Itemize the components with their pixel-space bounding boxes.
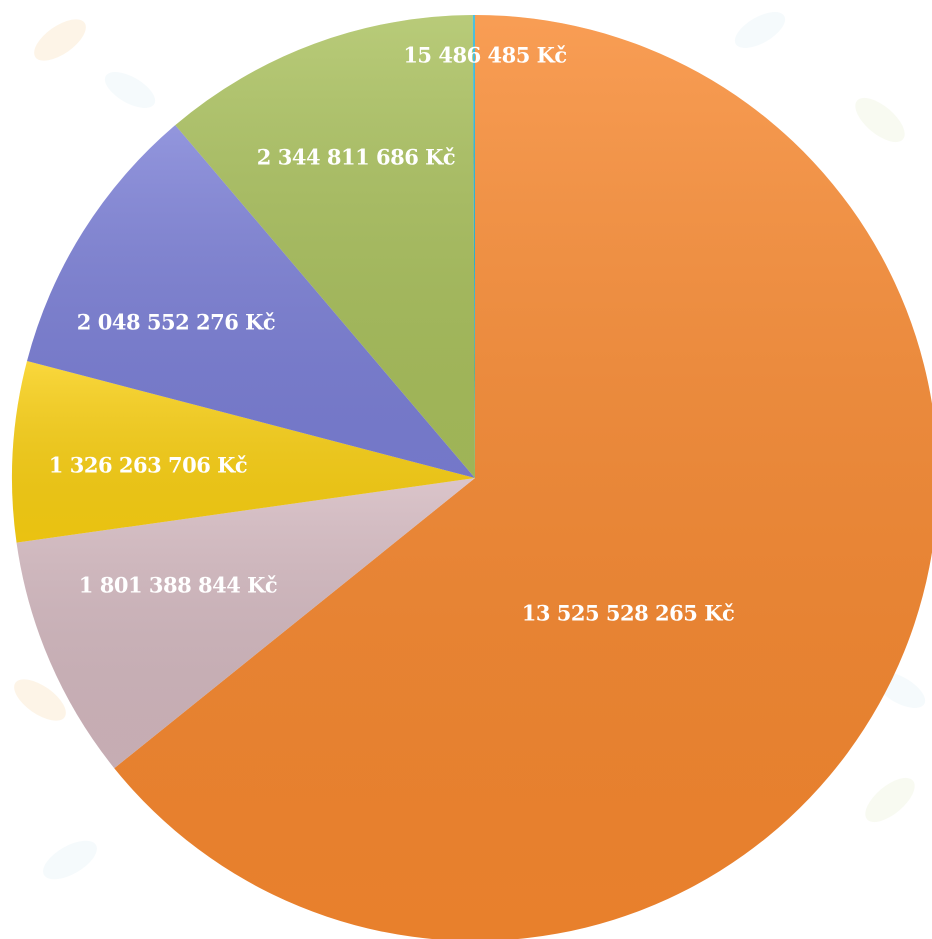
data-label: 1 801 388 844 Kč bbox=[79, 573, 277, 598]
chart: 13 525 528 265 Kč 1 801 388 844 Kč 1 326 2… bbox=[0, 0, 932, 939]
data-label: 15 486 485 Kč bbox=[403, 43, 566, 68]
data-label: 2 048 552 276 Kč bbox=[77, 310, 275, 335]
data-label: 13 525 528 265 Kč bbox=[522, 601, 735, 626]
data-label: 2 344 811 686 Kč bbox=[257, 145, 455, 170]
data-label: 1 326 263 706 Kč bbox=[49, 453, 247, 478]
